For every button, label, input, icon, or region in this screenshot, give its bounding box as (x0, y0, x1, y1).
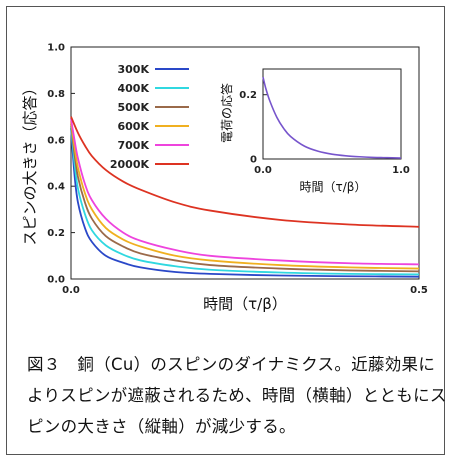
inset-y-tick-label: 0 (250, 155, 257, 166)
legend-label-700K: 700K (118, 139, 150, 152)
main-y-tick-label: 1.0 (47, 43, 65, 54)
inset-x-tick-label: 1.0 (392, 165, 410, 176)
inset-series-lines (262, 76, 402, 159)
legend-label-500K: 500K (118, 101, 150, 114)
main-series-lines (70, 116, 420, 278)
main-series-line-2000K (70, 116, 420, 228)
main-ticks: 0.0 0.2 0.4 0.6 0.8 1.0 0.0 0.5 (47, 43, 428, 297)
main-series-line-700K (70, 118, 420, 266)
main-x-tick-label: 0.0 (62, 285, 80, 296)
main-y-tick-label: 0.0 (47, 275, 65, 286)
legend-label-400K: 400K (118, 82, 150, 95)
legend-label-300K: 300K (118, 63, 150, 76)
legend-label-2000K: 2000K (110, 158, 150, 171)
main-y-tick-label: 0.4 (47, 182, 65, 193)
inset-plot-border (262, 68, 402, 160)
main-y-axis-label: スピンの大きさ（応答） (21, 80, 39, 245)
figure-caption: 図３ 銅（Cu）のスピンのダイナミクス。近藤効果によりスピンが遮蔽されるため、時… (27, 355, 447, 436)
main-y-tick-label: 0.8 (47, 89, 65, 100)
inset-chart: 0 0.2 0.0 1.0 時間（τ/β） 電荷の応答 (219, 68, 410, 194)
inset-y-axis-label: 電荷の応答 (219, 83, 234, 143)
main-chart: 0.0 0.2 0.4 0.6 0.8 1.0 0.0 0.5 300K 400K 500K 600… (21, 43, 428, 314)
main-series-line-600K (70, 121, 420, 270)
main-plot-border (70, 46, 420, 280)
main-x-tick-label: 0.5 (410, 285, 428, 296)
main-y-tick-label: 0.6 (47, 135, 65, 146)
main-legend: 300K 400K 500K 600K 700K 2000K (110, 63, 189, 171)
figure-frame: 0.0 0.2 0.4 0.6 0.8 1.0 0.0 0.5 300K 400K 500K 600… (6, 6, 447, 455)
figure-svg: 0.0 0.2 0.4 0.6 0.8 1.0 0.0 0.5 300K 400K 500K 600… (21, 43, 428, 314)
main-x-axis-label: 時間（τ/β） (203, 295, 287, 313)
inset-background (259, 69, 407, 159)
inset-y-tick-label: 0.2 (239, 90, 257, 101)
inset-x-tick-label: 0.0 (254, 165, 272, 176)
inset-series-line-0 (262, 76, 402, 159)
inset-x-axis-label: 時間（τ/β） (300, 180, 367, 194)
inset-ticks: 0 0.2 0.0 1.0 (239, 90, 410, 176)
main-y-tick-label: 0.2 (47, 228, 65, 239)
main-series-line-300K (70, 128, 420, 278)
legend-label-600K: 600K (118, 120, 150, 133)
main-series-line-400K (70, 125, 420, 276)
main-series-line-500K (70, 123, 420, 273)
